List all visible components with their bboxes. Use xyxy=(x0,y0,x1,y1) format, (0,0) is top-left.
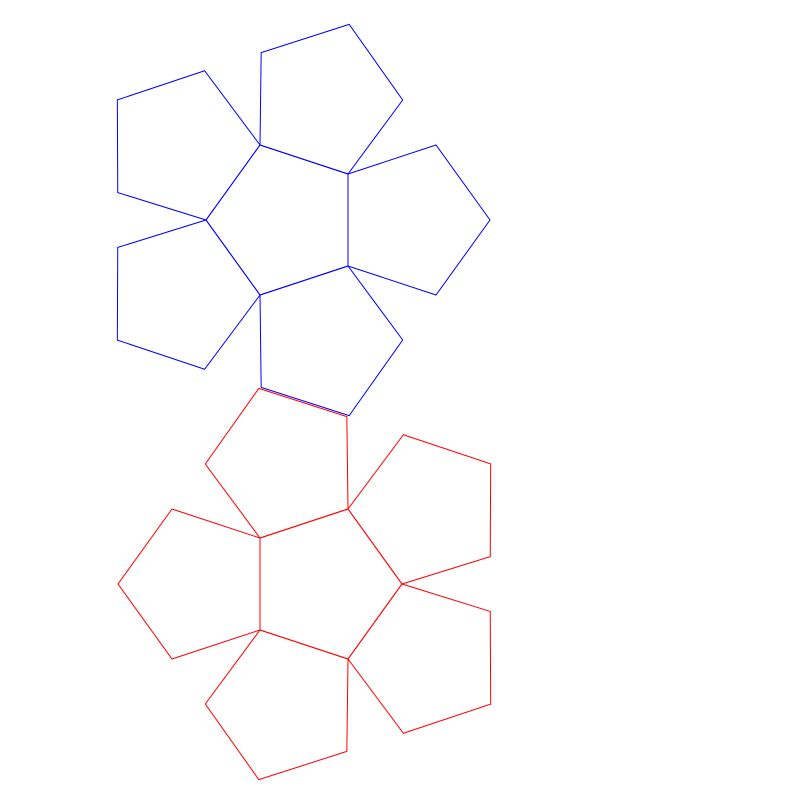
lower-petal-2-pentagon xyxy=(347,583,492,734)
lower-half-group xyxy=(117,387,492,781)
upper-petal-5-pentagon xyxy=(116,70,261,221)
upper-half-group xyxy=(116,23,491,417)
lower-petal-3-pentagon xyxy=(204,629,349,781)
upper-petal-4-pentagon xyxy=(116,219,261,370)
upper-petal-2-pentagon xyxy=(347,144,491,296)
lower-petal-5-pentagon xyxy=(204,387,349,539)
lower-petal-1-pentagon xyxy=(347,434,492,585)
upper-petal-3-pentagon xyxy=(259,265,404,417)
lower-petal-4-pentagon xyxy=(117,508,261,660)
upper-petal-1-pentagon xyxy=(259,23,404,175)
